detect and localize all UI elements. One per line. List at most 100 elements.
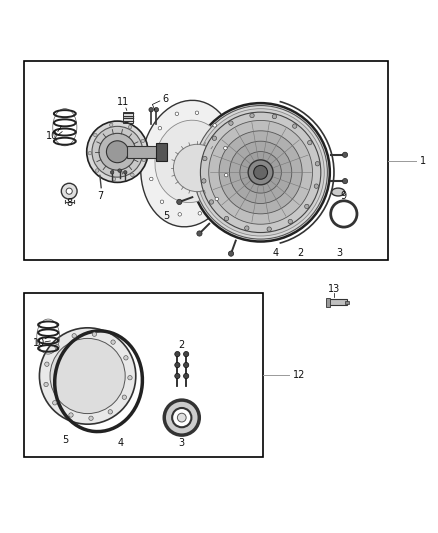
Circle shape (195, 111, 199, 115)
Circle shape (108, 410, 113, 414)
Circle shape (212, 136, 216, 140)
Circle shape (110, 171, 114, 174)
Circle shape (314, 184, 318, 188)
Circle shape (244, 226, 249, 230)
Text: 7: 7 (98, 191, 104, 201)
Circle shape (141, 139, 145, 143)
Circle shape (224, 173, 228, 177)
Ellipse shape (155, 120, 226, 203)
Circle shape (248, 160, 273, 185)
Ellipse shape (332, 188, 345, 196)
Circle shape (94, 133, 97, 137)
Circle shape (172, 408, 191, 427)
Circle shape (197, 109, 324, 236)
Circle shape (194, 106, 327, 239)
Circle shape (224, 216, 229, 221)
Circle shape (99, 133, 136, 170)
Circle shape (45, 362, 49, 366)
Circle shape (184, 362, 189, 368)
Circle shape (177, 199, 182, 205)
Circle shape (184, 351, 189, 357)
Circle shape (213, 124, 216, 127)
Bar (123, 112, 133, 123)
Circle shape (288, 219, 293, 224)
Circle shape (208, 120, 313, 224)
Circle shape (122, 395, 127, 399)
Text: 3: 3 (179, 438, 185, 448)
Text: 3: 3 (336, 248, 343, 259)
Bar (24, 293, 263, 457)
Text: 8: 8 (66, 198, 72, 208)
Bar (156, 143, 167, 160)
Circle shape (72, 334, 76, 338)
Text: 2: 2 (179, 341, 185, 350)
Bar (127, 146, 160, 158)
Circle shape (184, 374, 189, 378)
Circle shape (154, 108, 159, 112)
Circle shape (149, 108, 153, 112)
Ellipse shape (141, 100, 236, 227)
Bar (328, 300, 347, 305)
Circle shape (92, 332, 97, 336)
Circle shape (178, 213, 181, 216)
Text: 10: 10 (33, 338, 46, 348)
Text: 13: 13 (328, 284, 340, 294)
Text: 9: 9 (340, 191, 346, 201)
Circle shape (219, 131, 302, 214)
Bar (345, 301, 349, 304)
Circle shape (197, 231, 202, 236)
Circle shape (106, 141, 128, 163)
Circle shape (89, 416, 93, 421)
Circle shape (158, 126, 162, 130)
Circle shape (53, 401, 57, 405)
Circle shape (209, 200, 214, 204)
Circle shape (224, 147, 227, 150)
Circle shape (175, 362, 180, 368)
Circle shape (315, 161, 320, 166)
Text: 2: 2 (297, 248, 303, 259)
Circle shape (175, 351, 180, 357)
Circle shape (39, 328, 136, 424)
Circle shape (240, 151, 281, 193)
Text: 10: 10 (46, 132, 58, 141)
Circle shape (254, 165, 268, 179)
Circle shape (229, 121, 233, 125)
Circle shape (149, 177, 153, 181)
Circle shape (111, 340, 115, 344)
Circle shape (173, 144, 221, 191)
Text: 6: 6 (162, 94, 169, 104)
Circle shape (118, 169, 121, 172)
Circle shape (61, 183, 77, 199)
Circle shape (215, 197, 219, 201)
Bar (24, 61, 388, 260)
Circle shape (230, 141, 292, 204)
Circle shape (110, 123, 113, 127)
Circle shape (88, 151, 92, 155)
Circle shape (164, 400, 199, 435)
Circle shape (55, 344, 59, 349)
Circle shape (293, 124, 297, 128)
Text: 11: 11 (117, 97, 130, 107)
Text: 5: 5 (63, 434, 69, 445)
Circle shape (203, 156, 207, 161)
Circle shape (201, 179, 206, 183)
Circle shape (131, 173, 134, 176)
Text: 4: 4 (117, 438, 124, 448)
Circle shape (124, 356, 128, 360)
Circle shape (307, 141, 312, 145)
Circle shape (160, 200, 164, 204)
Circle shape (177, 413, 186, 422)
Circle shape (66, 188, 72, 194)
Circle shape (201, 112, 321, 232)
Circle shape (95, 169, 99, 172)
Circle shape (191, 103, 330, 241)
Text: 4: 4 (273, 248, 279, 259)
Circle shape (149, 150, 152, 154)
Circle shape (228, 251, 233, 256)
Circle shape (128, 376, 132, 380)
Circle shape (175, 374, 180, 378)
Text: 1: 1 (420, 156, 426, 166)
Circle shape (44, 382, 48, 386)
Circle shape (305, 204, 309, 208)
Circle shape (175, 112, 179, 116)
